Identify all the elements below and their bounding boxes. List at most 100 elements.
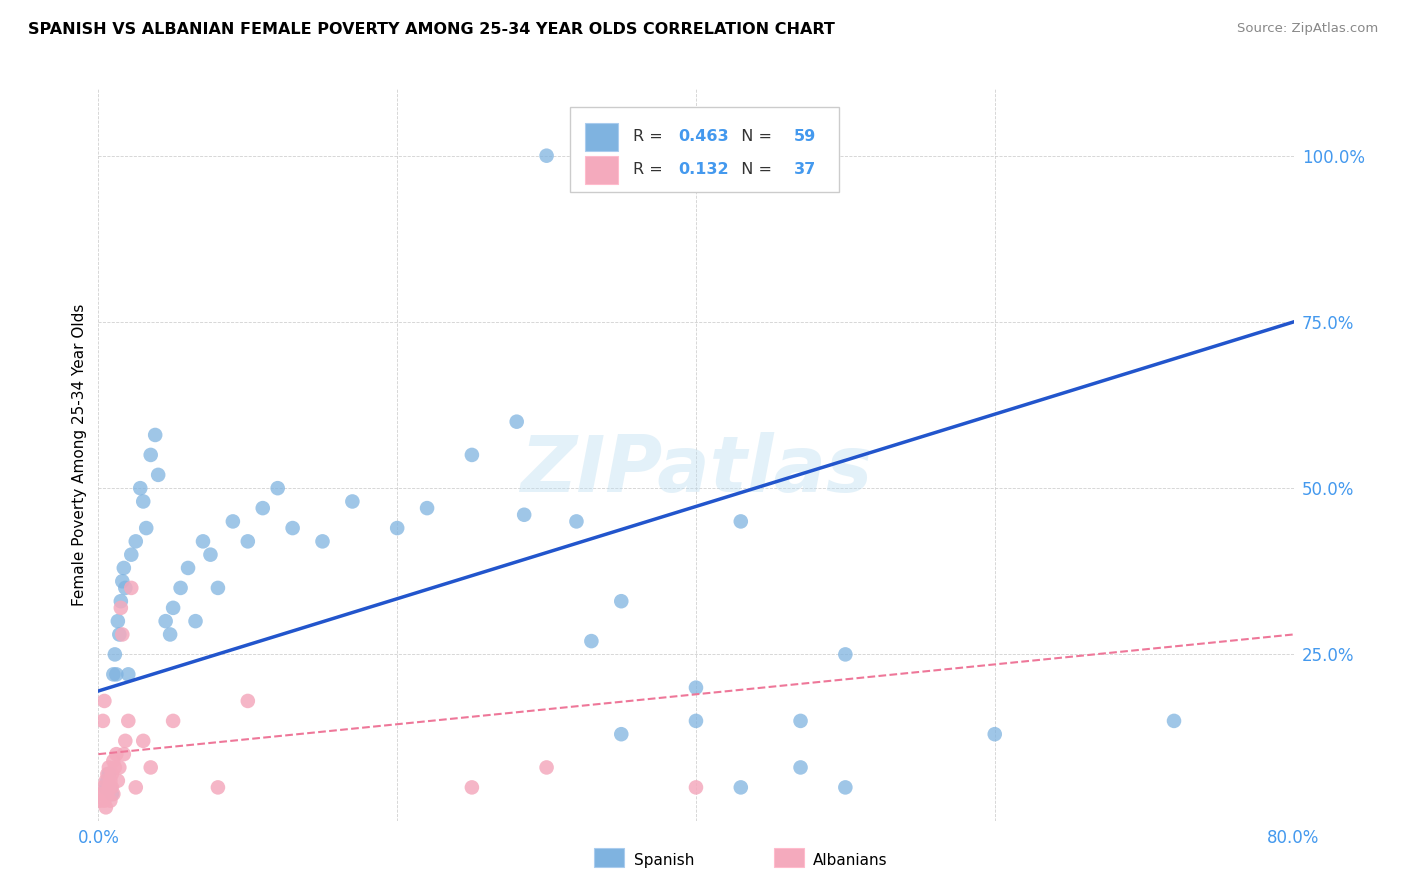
Point bbox=[730, 515, 752, 529]
FancyBboxPatch shape bbox=[585, 156, 619, 184]
Point bbox=[98, 773, 122, 788]
Point bbox=[342, 494, 364, 508]
Point bbox=[112, 561, 135, 575]
Text: ZIPatlas: ZIPatlas bbox=[520, 432, 872, 508]
Point bbox=[103, 754, 125, 768]
Point bbox=[385, 521, 409, 535]
Point bbox=[155, 614, 177, 628]
Point bbox=[281, 521, 304, 535]
Point bbox=[107, 773, 129, 788]
Point bbox=[117, 714, 139, 728]
Text: 59: 59 bbox=[794, 129, 817, 145]
Point bbox=[222, 515, 245, 529]
Point bbox=[506, 415, 529, 429]
Text: 37: 37 bbox=[794, 162, 817, 178]
Point bbox=[461, 780, 484, 795]
Point bbox=[983, 727, 1005, 741]
Point bbox=[93, 794, 115, 808]
Point bbox=[111, 627, 134, 641]
Point bbox=[139, 760, 162, 774]
Point bbox=[162, 714, 184, 728]
Point bbox=[191, 534, 214, 549]
Point bbox=[685, 780, 707, 795]
FancyBboxPatch shape bbox=[585, 123, 619, 151]
Point bbox=[252, 501, 274, 516]
Point bbox=[91, 714, 114, 728]
Text: N =: N = bbox=[731, 162, 776, 178]
Point bbox=[135, 521, 157, 535]
Point bbox=[685, 714, 707, 728]
Point bbox=[1163, 714, 1185, 728]
Point bbox=[103, 667, 125, 681]
Text: R =: R = bbox=[633, 162, 668, 178]
Point bbox=[565, 515, 588, 529]
Point bbox=[132, 734, 155, 748]
Point bbox=[207, 780, 229, 795]
Point bbox=[110, 600, 132, 615]
Point bbox=[834, 780, 856, 795]
Text: Spanish: Spanish bbox=[634, 854, 695, 869]
Point bbox=[98, 780, 122, 795]
Point bbox=[416, 501, 439, 516]
Point bbox=[91, 780, 114, 795]
Point bbox=[311, 534, 333, 549]
Text: R =: R = bbox=[633, 129, 668, 145]
FancyBboxPatch shape bbox=[595, 848, 624, 867]
Point bbox=[685, 681, 707, 695]
Point bbox=[139, 448, 162, 462]
FancyBboxPatch shape bbox=[773, 848, 804, 867]
Text: N =: N = bbox=[731, 129, 776, 145]
Point bbox=[111, 574, 134, 589]
Point bbox=[110, 594, 132, 608]
Point bbox=[114, 734, 136, 748]
Text: Source: ZipAtlas.com: Source: ZipAtlas.com bbox=[1237, 22, 1378, 36]
Point bbox=[610, 727, 633, 741]
Point bbox=[129, 481, 152, 495]
Text: Albanians: Albanians bbox=[813, 854, 887, 869]
Point bbox=[101, 767, 124, 781]
Point bbox=[97, 767, 120, 781]
Point bbox=[536, 760, 558, 774]
Point bbox=[94, 800, 117, 814]
Point bbox=[267, 481, 290, 495]
Point bbox=[200, 548, 222, 562]
Point bbox=[132, 494, 155, 508]
Point bbox=[207, 581, 229, 595]
Point bbox=[114, 581, 136, 595]
Text: 0.132: 0.132 bbox=[678, 162, 728, 178]
Point bbox=[89, 794, 111, 808]
Point bbox=[610, 594, 633, 608]
Point bbox=[148, 467, 170, 482]
Point bbox=[184, 614, 207, 628]
Point bbox=[108, 627, 131, 641]
Point bbox=[107, 614, 129, 628]
Point bbox=[461, 448, 484, 462]
Point bbox=[236, 694, 259, 708]
Point bbox=[94, 773, 117, 788]
Point bbox=[581, 634, 603, 648]
Point bbox=[143, 428, 166, 442]
FancyBboxPatch shape bbox=[571, 108, 839, 192]
Point bbox=[789, 760, 811, 774]
Point bbox=[536, 149, 558, 163]
Point bbox=[94, 780, 117, 795]
Point bbox=[513, 508, 536, 522]
Point bbox=[104, 648, 127, 662]
Point bbox=[789, 714, 811, 728]
Point bbox=[105, 667, 128, 681]
Point bbox=[125, 780, 148, 795]
Point bbox=[236, 534, 259, 549]
Point bbox=[120, 548, 142, 562]
Text: 0.463: 0.463 bbox=[678, 129, 728, 145]
Point bbox=[96, 773, 118, 788]
Point bbox=[108, 760, 131, 774]
Point bbox=[90, 787, 112, 801]
Point bbox=[125, 534, 148, 549]
Point bbox=[96, 767, 118, 781]
Point bbox=[117, 667, 139, 681]
Point bbox=[96, 787, 118, 801]
Point bbox=[162, 600, 184, 615]
Point bbox=[105, 747, 128, 761]
Point bbox=[730, 780, 752, 795]
Point bbox=[93, 694, 115, 708]
